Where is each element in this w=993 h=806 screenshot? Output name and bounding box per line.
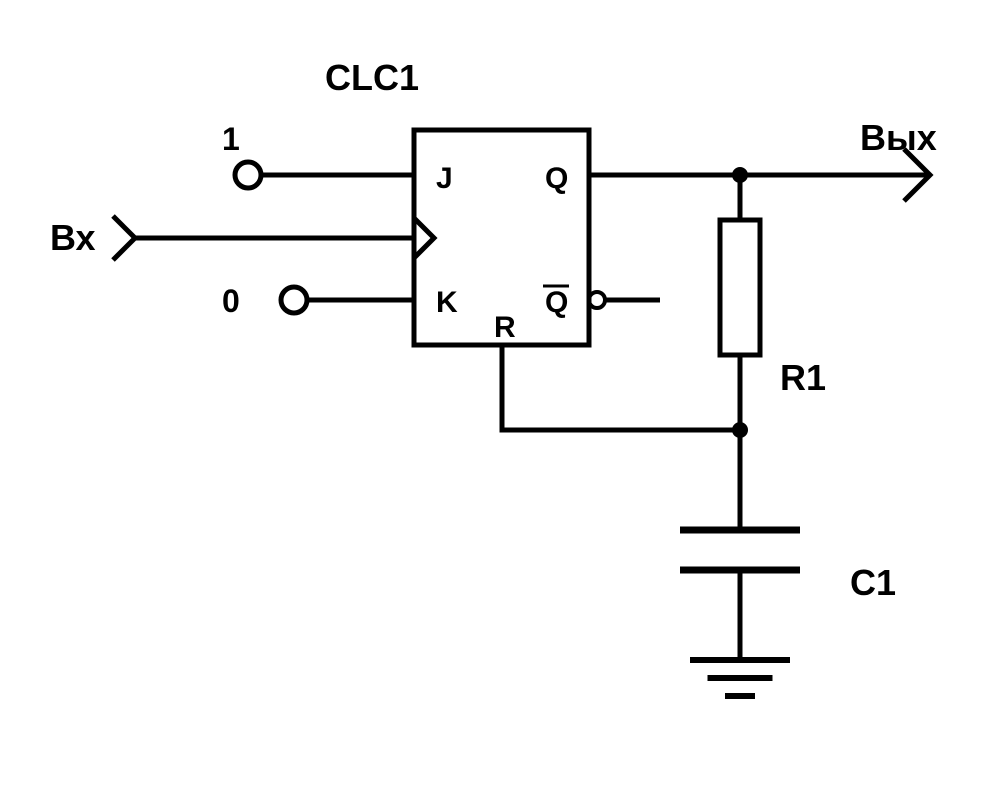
k-terminal: [281, 287, 307, 313]
input-arrow-icon: [113, 216, 135, 260]
output-label: Вых: [860, 117, 937, 158]
node-q-r1: [732, 167, 748, 183]
capacitor-label: C1: [850, 562, 896, 603]
reset-wire: [502, 345, 740, 430]
k-pin-label: K: [436, 286, 458, 319]
resistor-label: R1: [780, 357, 826, 398]
qbar-pin-label-group: Q: [543, 286, 569, 319]
resistor-body: [720, 220, 760, 355]
j-level-label: 1: [222, 121, 240, 157]
k-level-label: 0: [222, 283, 240, 319]
circuit-diagram: CLC1 Вх Вых 1 0 J K Q R Q R1 C1: [0, 0, 993, 806]
qbar-pin-label: Q: [545, 286, 568, 319]
component-label: CLC1: [325, 57, 419, 98]
j-pin-label: J: [436, 162, 453, 195]
input-label: Вх: [50, 217, 96, 258]
q-pin-label: Q: [545, 162, 568, 195]
j-terminal: [235, 162, 261, 188]
r-pin-label: R: [494, 311, 516, 344]
clock-triangle: [414, 218, 434, 258]
